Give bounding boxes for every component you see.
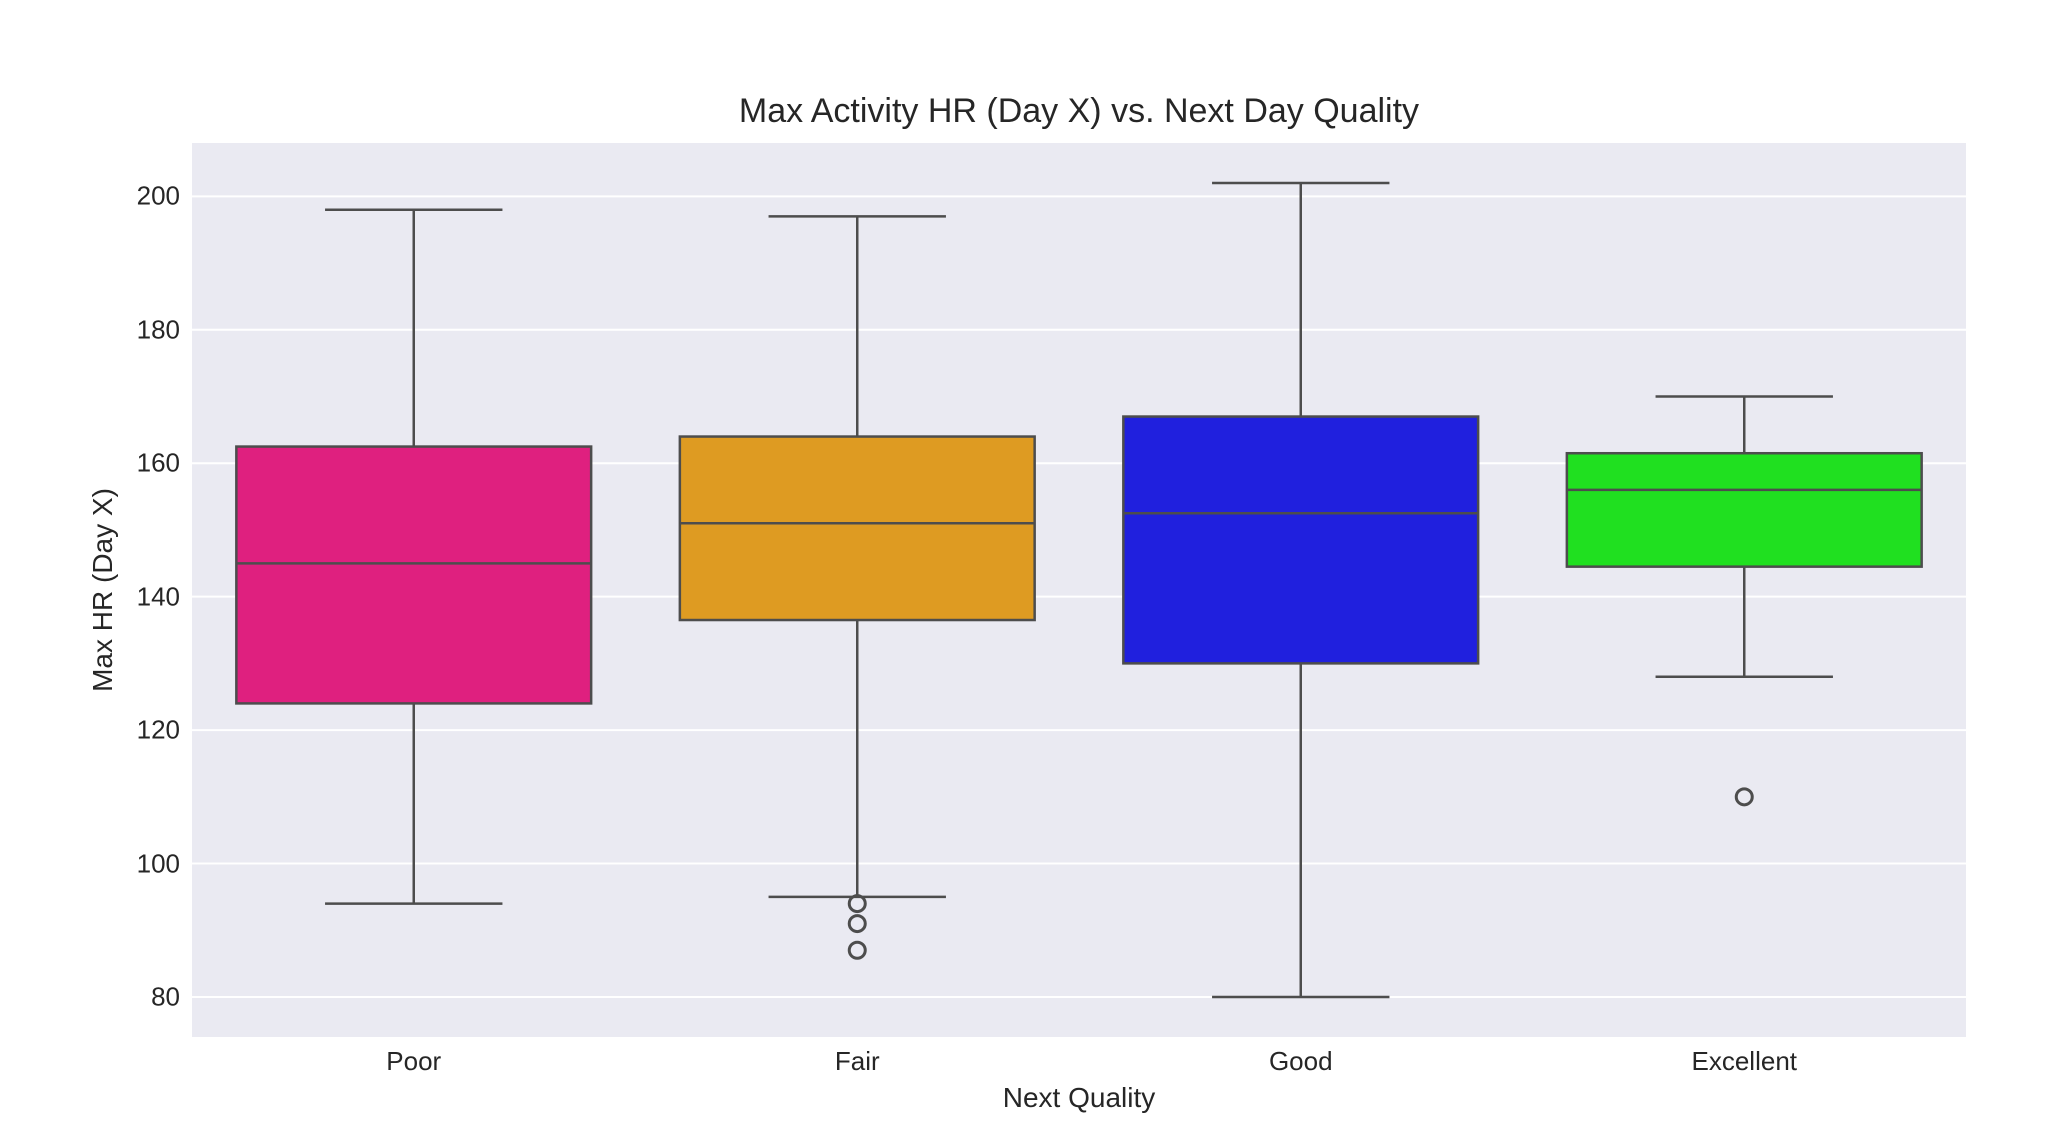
y-tick-label: 100 xyxy=(136,848,180,879)
x-axis-label: Next Quality xyxy=(1002,1082,1156,1113)
y-tick-label: 160 xyxy=(136,447,180,478)
x-tick-label: Good xyxy=(1268,1046,1333,1076)
outlier-marker xyxy=(847,914,867,934)
outlier-marker xyxy=(1734,787,1754,807)
box-good xyxy=(1122,415,1480,665)
y-tick-label: 180 xyxy=(136,314,180,345)
y-tick-label: 140 xyxy=(136,581,180,612)
y-tick-label: 80 xyxy=(151,981,180,1012)
x-tick-label: Excellent xyxy=(1691,1046,1798,1076)
box-fair xyxy=(678,435,1036,622)
chart-title: Max Activity HR (Day X) vs. Next Day Qua… xyxy=(738,92,1420,130)
x-tick-label: Fair xyxy=(834,1046,880,1076)
outlier-marker xyxy=(847,894,867,914)
box-excellent xyxy=(1565,451,1923,568)
y-axis-label: Max HR (Day X) xyxy=(87,488,118,692)
y-tick-label: 120 xyxy=(136,714,180,745)
x-tick-label: Poor xyxy=(386,1046,442,1076)
box-poor xyxy=(235,445,593,705)
outlier-marker xyxy=(847,940,867,960)
y-tick-label: 200 xyxy=(136,180,180,211)
